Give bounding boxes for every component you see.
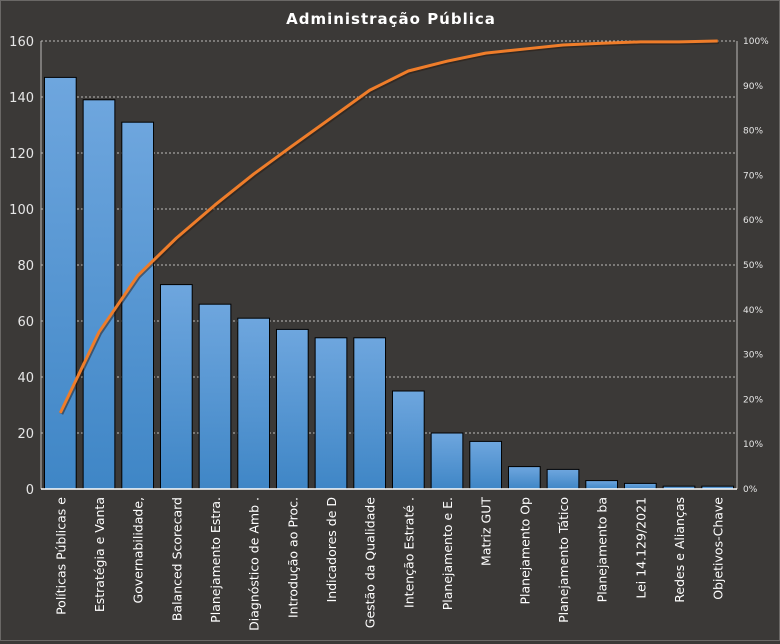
cumulative-point bbox=[485, 52, 487, 54]
y2-tick-label: 70% bbox=[743, 171, 763, 181]
y-tick-label: 0 bbox=[26, 483, 34, 498]
bar bbox=[507, 466, 541, 490]
x-tick-label: Redes e Alianças bbox=[672, 497, 687, 603]
y-tick-label: 40 bbox=[17, 371, 34, 386]
x-tick-label: Objetivos-Chave bbox=[711, 497, 726, 600]
x-tick-label: Governabilidade, bbox=[131, 497, 146, 603]
cumulative-point bbox=[214, 204, 216, 206]
cumulative-line-shadow bbox=[59, 40, 719, 415]
cumulative-point bbox=[562, 44, 564, 46]
x-tick-label: Balanced Scorecard bbox=[169, 497, 184, 621]
bar bbox=[430, 432, 464, 490]
cumulative-point bbox=[407, 70, 409, 72]
cumulative-point bbox=[678, 41, 680, 43]
y2-tick-label: 20% bbox=[743, 395, 763, 405]
x-tick-label: Planejamento e E. bbox=[440, 497, 455, 610]
cumulative-point bbox=[523, 48, 525, 50]
y2-tick-label: 90% bbox=[743, 82, 763, 92]
bar bbox=[623, 482, 657, 490]
chart-title: Administração Pública bbox=[286, 10, 496, 28]
x-tick-label: Planejamento Tático bbox=[556, 497, 571, 623]
x-tick-label: Indicadores de D bbox=[324, 497, 339, 602]
y2-tick-label: 80% bbox=[743, 127, 763, 137]
bar bbox=[585, 480, 619, 490]
y-tick-label: 160 bbox=[9, 35, 34, 50]
cumulative-point bbox=[717, 40, 719, 42]
y-tick-label: 120 bbox=[9, 147, 34, 162]
y2-tick-label: 100% bbox=[743, 37, 769, 47]
bar bbox=[546, 468, 580, 490]
x-tick-label: Planejamento Op bbox=[517, 497, 532, 605]
cumulative-point bbox=[369, 89, 371, 91]
y2-tick-label: 30% bbox=[743, 351, 763, 361]
x-tick-label: Gestão da Qualidade bbox=[363, 497, 378, 629]
bar bbox=[43, 76, 77, 490]
y2-tick-label: 10% bbox=[743, 440, 763, 450]
y-tick-label: 20 bbox=[17, 427, 34, 442]
bar bbox=[198, 303, 232, 490]
x-tick-label: Lei 14.129/2021 bbox=[633, 497, 648, 599]
cumulative-point bbox=[446, 60, 448, 62]
x-tick-label: Intenção Estraté . bbox=[401, 497, 416, 608]
y-tick-label: 80 bbox=[17, 259, 34, 274]
cumulative-point bbox=[98, 331, 100, 333]
bar bbox=[237, 317, 271, 490]
cumulative-point bbox=[291, 145, 293, 147]
cumulative-point bbox=[59, 412, 61, 414]
cumulative-line bbox=[58, 39, 718, 414]
bar bbox=[159, 284, 193, 490]
y-tick-label: 140 bbox=[9, 91, 34, 106]
y2-tick-label: 0% bbox=[743, 485, 758, 495]
cumulative-point bbox=[137, 275, 139, 277]
cumulative-point bbox=[330, 117, 332, 119]
bar bbox=[275, 328, 309, 490]
bar bbox=[314, 337, 348, 490]
cumulative-point bbox=[253, 173, 255, 175]
y2-tick-label: 60% bbox=[743, 216, 763, 226]
x-tick-label: Matriz GUT bbox=[479, 497, 494, 566]
bar bbox=[391, 390, 425, 490]
bar bbox=[82, 99, 116, 490]
y2-tick-label: 50% bbox=[743, 261, 763, 271]
cumulative-point bbox=[639, 41, 641, 43]
bar bbox=[353, 337, 387, 490]
x-tick-label: Diagnóstico de Amb . bbox=[247, 497, 262, 631]
cumulative-point bbox=[175, 237, 177, 239]
y2-tick-label: 40% bbox=[743, 306, 763, 316]
x-tick-label: Estratégia e Vanta bbox=[92, 497, 107, 612]
bar bbox=[121, 121, 155, 490]
bar bbox=[469, 440, 503, 490]
x-tick-label: Políticas Públicas e bbox=[53, 497, 68, 615]
x-tick-label: Planejamento ba bbox=[595, 497, 610, 602]
cumulative-point bbox=[601, 42, 603, 44]
x-tick-label: Introdução ao Proc. bbox=[285, 497, 300, 618]
y-tick-label: 100 bbox=[9, 203, 34, 218]
x-tick-label: Planejamento Estra. bbox=[208, 497, 223, 623]
y-tick-label: 60 bbox=[17, 315, 34, 330]
